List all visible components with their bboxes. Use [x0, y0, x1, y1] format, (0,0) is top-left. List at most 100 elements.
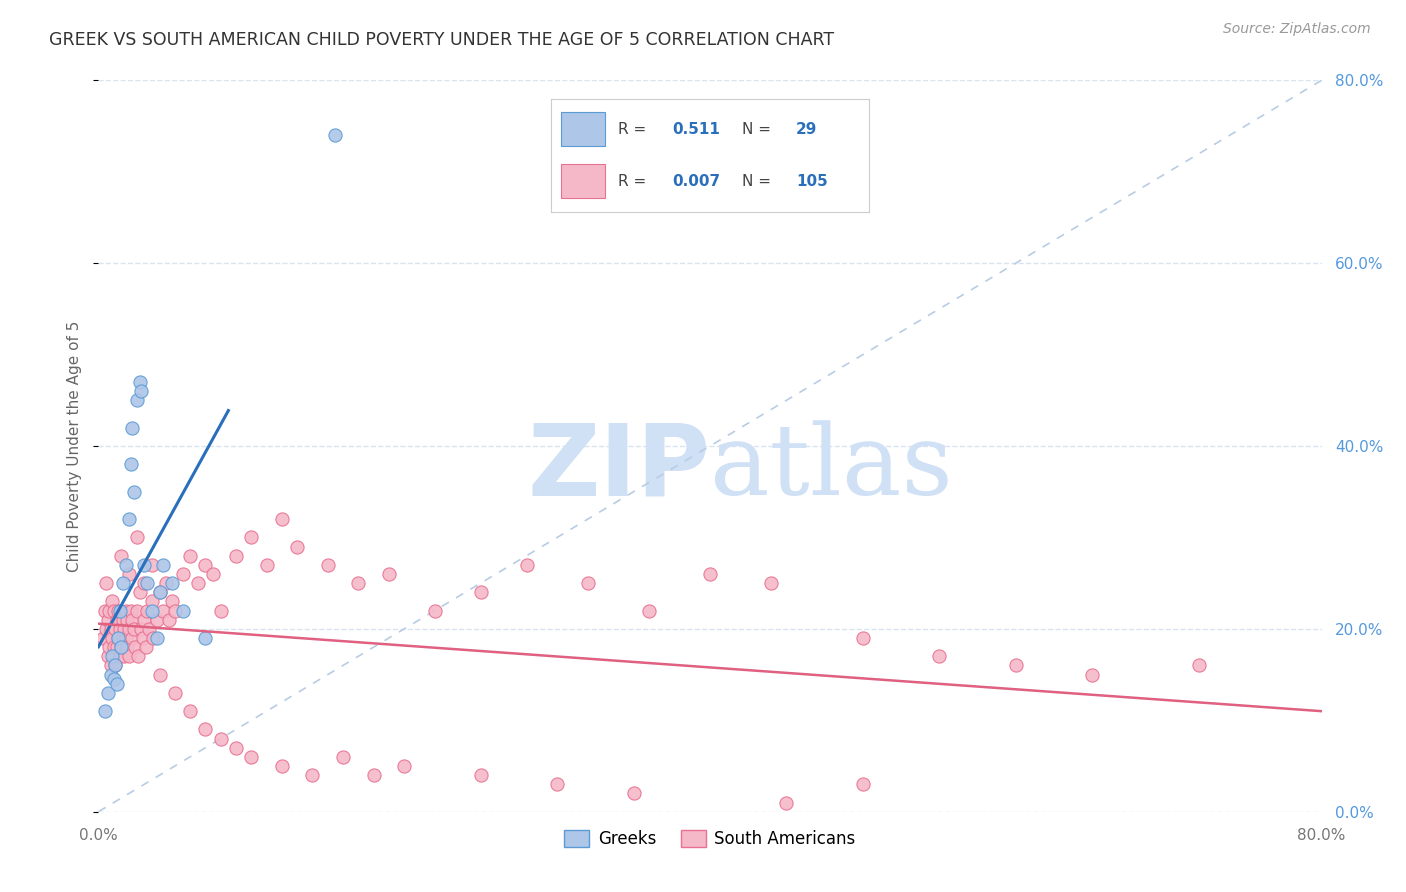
- Point: [209, 603, 232, 617]
- Point: [105, 676, 128, 690]
- Point: [136, 576, 159, 591]
- Point: [225, 549, 247, 563]
- Point: [121, 421, 143, 435]
- Point: [93, 603, 115, 617]
- Point: [94, 576, 117, 591]
- Point: [285, 540, 308, 554]
- Point: [149, 585, 172, 599]
- Point: [104, 622, 127, 636]
- Point: [111, 576, 134, 591]
- Text: atlas: atlas: [710, 420, 953, 516]
- Point: [100, 658, 122, 673]
- Point: [97, 649, 120, 664]
- Point: [129, 622, 152, 636]
- Point: [107, 603, 129, 617]
- Point: [127, 649, 149, 664]
- Point: [141, 603, 163, 617]
- Point: [125, 393, 148, 408]
- Point: [155, 576, 177, 591]
- Point: [141, 558, 163, 572]
- Point: [104, 658, 127, 673]
- Point: [160, 576, 183, 591]
- Point: [775, 796, 797, 810]
- Point: [157, 613, 180, 627]
- Point: [546, 777, 568, 791]
- Point: [202, 567, 225, 582]
- Point: [110, 549, 132, 563]
- Point: [149, 667, 172, 681]
- Point: [142, 631, 165, 645]
- Point: [115, 631, 138, 645]
- Point: [347, 576, 370, 591]
- Point: [112, 649, 135, 664]
- Point: [363, 768, 385, 782]
- Legend: Greeks, South Americans: Greeks, South Americans: [558, 823, 862, 855]
- Point: [163, 686, 186, 700]
- Point: [132, 631, 155, 645]
- Point: [121, 631, 143, 645]
- Point: [118, 622, 141, 636]
- Point: [100, 622, 122, 636]
- Point: [240, 749, 263, 764]
- Point: [118, 567, 141, 582]
- Point: [134, 576, 156, 591]
- Point: [332, 749, 354, 764]
- Point: [120, 457, 142, 471]
- Point: [97, 686, 120, 700]
- Point: [101, 649, 124, 664]
- Point: [122, 484, 145, 499]
- Point: [101, 631, 124, 645]
- Point: [270, 759, 292, 773]
- Point: [136, 603, 159, 617]
- Point: [152, 558, 174, 572]
- Point: [928, 649, 950, 664]
- Point: [316, 558, 339, 572]
- Point: [118, 512, 141, 526]
- Point: [128, 585, 150, 599]
- Point: [172, 567, 194, 582]
- Point: [115, 558, 138, 572]
- Point: [325, 128, 347, 143]
- Point: [194, 558, 217, 572]
- Point: [112, 622, 135, 636]
- Point: [179, 704, 201, 718]
- Y-axis label: Child Poverty Under the Age of 5: Child Poverty Under the Age of 5: [67, 320, 83, 572]
- Point: [122, 622, 145, 636]
- Point: [129, 384, 152, 398]
- Point: [110, 640, 132, 655]
- Point: [152, 603, 174, 617]
- Point: [135, 640, 157, 655]
- Point: [172, 603, 194, 617]
- Point: [256, 558, 278, 572]
- Point: [100, 667, 122, 681]
- Point: [94, 622, 117, 636]
- Point: [108, 603, 131, 617]
- Point: [699, 567, 721, 582]
- Point: [187, 576, 209, 591]
- Text: Source: ZipAtlas.com: Source: ZipAtlas.com: [1223, 22, 1371, 37]
- Point: [392, 759, 416, 773]
- Point: [105, 613, 128, 627]
- Point: [111, 613, 134, 627]
- Point: [128, 375, 150, 389]
- Point: [270, 512, 292, 526]
- Point: [120, 603, 142, 617]
- Point: [91, 631, 114, 645]
- Point: [124, 640, 146, 655]
- Point: [240, 530, 263, 544]
- Point: [637, 603, 661, 617]
- Point: [118, 649, 141, 664]
- Point: [194, 631, 217, 645]
- Point: [97, 613, 120, 627]
- Point: [470, 768, 492, 782]
- Point: [103, 640, 125, 655]
- Point: [98, 640, 121, 655]
- Point: [103, 603, 125, 617]
- Point: [1004, 658, 1026, 673]
- Point: [110, 640, 132, 655]
- Text: ZIP: ZIP: [527, 419, 710, 516]
- Point: [623, 787, 645, 801]
- Point: [115, 603, 138, 617]
- Point: [378, 567, 401, 582]
- Point: [423, 603, 446, 617]
